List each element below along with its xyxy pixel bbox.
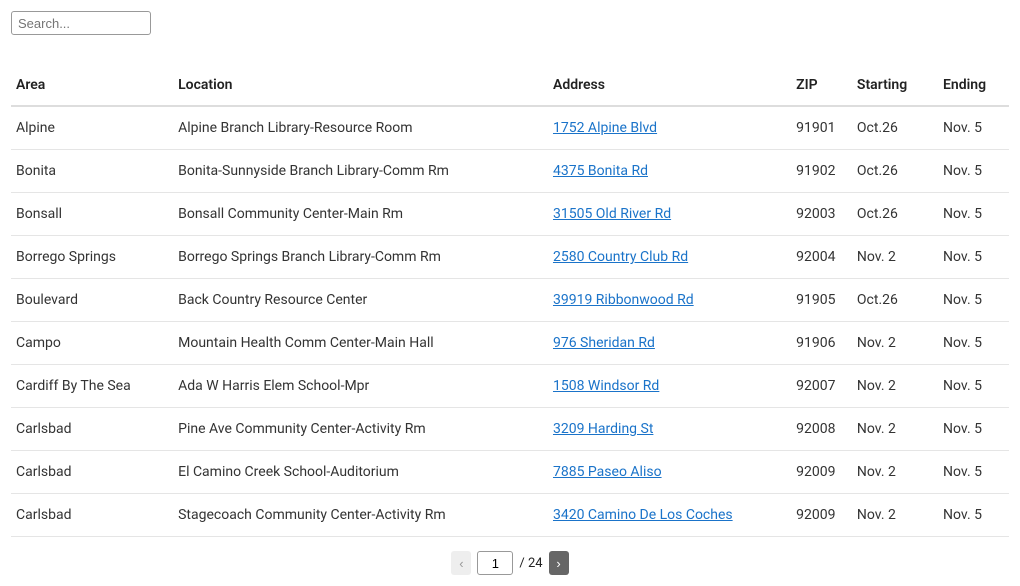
address-link[interactable]: 7885 Paseo Aliso bbox=[553, 464, 662, 480]
cell-address: 3420 Camino De Los Coches bbox=[548, 494, 791, 537]
cell-starting: Oct.26 bbox=[852, 279, 938, 322]
locations-table: Area Location Address ZIP Starting Endin… bbox=[11, 65, 1009, 537]
cell-address: 1752 Alpine Blvd bbox=[548, 106, 791, 150]
cell-zip: 92007 bbox=[791, 365, 852, 408]
cell-address: 2580 Country Club Rd bbox=[548, 236, 791, 279]
table-row: Carlsbad El Camino Creek School-Auditori… bbox=[11, 451, 1009, 494]
pagination: ‹ / 24 › bbox=[11, 551, 1009, 575]
cell-address: 4375 Bonita Rd bbox=[548, 150, 791, 193]
address-link[interactable]: 1752 Alpine Blvd bbox=[553, 120, 657, 136]
cell-zip: 91902 bbox=[791, 150, 852, 193]
cell-ending: Nov. 5 bbox=[938, 279, 1009, 322]
header-zip[interactable]: ZIP bbox=[791, 65, 852, 106]
header-area[interactable]: Area bbox=[11, 65, 173, 106]
address-link[interactable]: 4375 Bonita Rd bbox=[553, 163, 648, 179]
cell-starting: Nov. 2 bbox=[852, 494, 938, 537]
cell-location: Back Country Resource Center bbox=[173, 279, 548, 322]
cell-location: El Camino Creek School-Auditorium bbox=[173, 451, 548, 494]
address-link[interactable]: 3209 Harding St bbox=[553, 421, 653, 437]
header-location[interactable]: Location bbox=[173, 65, 548, 106]
cell-area: Alpine bbox=[11, 106, 173, 150]
cell-location: Stagecoach Community Center-Activity Rm bbox=[173, 494, 548, 537]
cell-zip: 92003 bbox=[791, 193, 852, 236]
table-row: Cardiff By The Sea Ada W Harris Elem Sch… bbox=[11, 365, 1009, 408]
cell-starting: Nov. 2 bbox=[852, 451, 938, 494]
cell-ending: Nov. 5 bbox=[938, 193, 1009, 236]
cell-zip: 92009 bbox=[791, 451, 852, 494]
cell-zip: 92009 bbox=[791, 494, 852, 537]
cell-starting: Oct.26 bbox=[852, 106, 938, 150]
cell-area: Boulevard bbox=[11, 279, 173, 322]
cell-location: Alpine Branch Library-Resource Room bbox=[173, 106, 548, 150]
address-link[interactable]: 976 Sheridan Rd bbox=[553, 335, 655, 351]
cell-address: 39919 Ribbonwood Rd bbox=[548, 279, 791, 322]
cell-area: Cardiff By The Sea bbox=[11, 365, 173, 408]
header-starting[interactable]: Starting bbox=[852, 65, 938, 106]
cell-location: Borrego Springs Branch Library-Comm Rm bbox=[173, 236, 548, 279]
cell-area: Bonita bbox=[11, 150, 173, 193]
cell-area: Bonsall bbox=[11, 193, 173, 236]
cell-location: Ada W Harris Elem School-Mpr bbox=[173, 365, 548, 408]
header-address[interactable]: Address bbox=[548, 65, 791, 106]
address-link[interactable]: 2580 Country Club Rd bbox=[553, 249, 688, 265]
cell-starting: Nov. 2 bbox=[852, 408, 938, 451]
cell-starting: Nov. 2 bbox=[852, 236, 938, 279]
cell-ending: Nov. 5 bbox=[938, 494, 1009, 537]
cell-starting: Nov. 2 bbox=[852, 322, 938, 365]
cell-address: 976 Sheridan Rd bbox=[548, 322, 791, 365]
cell-ending: Nov. 5 bbox=[938, 322, 1009, 365]
page-number-input[interactable] bbox=[477, 551, 513, 575]
cell-address: 7885 Paseo Aliso bbox=[548, 451, 791, 494]
cell-zip: 92008 bbox=[791, 408, 852, 451]
cell-location: Bonsall Community Center-Main Rm bbox=[173, 193, 548, 236]
cell-starting: Oct.26 bbox=[852, 150, 938, 193]
table-row: Boulevard Back Country Resource Center 3… bbox=[11, 279, 1009, 322]
page-total-label: / 24 bbox=[519, 556, 542, 571]
address-link[interactable]: 1508 Windsor Rd bbox=[553, 378, 659, 394]
table-row: Campo Mountain Health Comm Center-Main H… bbox=[11, 322, 1009, 365]
table-row: Bonsall Bonsall Community Center-Main Rm… bbox=[11, 193, 1009, 236]
cell-area: Carlsbad bbox=[11, 451, 173, 494]
cell-area: Campo bbox=[11, 322, 173, 365]
table-container: Area Location Address ZIP Starting Endin… bbox=[11, 65, 1009, 537]
cell-address: 1508 Windsor Rd bbox=[548, 365, 791, 408]
address-link[interactable]: 3420 Camino De Los Coches bbox=[553, 507, 733, 523]
address-link[interactable]: 31505 Old River Rd bbox=[553, 206, 671, 222]
cell-starting: Nov. 2 bbox=[852, 365, 938, 408]
cell-ending: Nov. 5 bbox=[938, 451, 1009, 494]
cell-ending: Nov. 5 bbox=[938, 236, 1009, 279]
cell-ending: Nov. 5 bbox=[938, 106, 1009, 150]
table-row: Carlsbad Pine Ave Community Center-Activ… bbox=[11, 408, 1009, 451]
cell-zip: 91901 bbox=[791, 106, 852, 150]
cell-location: Bonita-Sunnyside Branch Library-Comm Rm bbox=[173, 150, 548, 193]
cell-location: Pine Ave Community Center-Activity Rm bbox=[173, 408, 548, 451]
table-header-row: Area Location Address ZIP Starting Endin… bbox=[11, 65, 1009, 106]
table-body: Alpine Alpine Branch Library-Resource Ro… bbox=[11, 106, 1009, 537]
cell-starting: Oct.26 bbox=[852, 193, 938, 236]
table-row: Carlsbad Stagecoach Community Center-Act… bbox=[11, 494, 1009, 537]
prev-page-button[interactable]: ‹ bbox=[451, 551, 471, 575]
cell-address: 31505 Old River Rd bbox=[548, 193, 791, 236]
cell-area: Carlsbad bbox=[11, 494, 173, 537]
cell-address: 3209 Harding St bbox=[548, 408, 791, 451]
cell-ending: Nov. 5 bbox=[938, 150, 1009, 193]
address-link[interactable]: 39919 Ribbonwood Rd bbox=[553, 292, 694, 308]
next-page-button[interactable]: › bbox=[549, 551, 569, 575]
cell-ending: Nov. 5 bbox=[938, 408, 1009, 451]
table-row: Bonita Bonita-Sunnyside Branch Library-C… bbox=[11, 150, 1009, 193]
cell-zip: 92004 bbox=[791, 236, 852, 279]
table-row: Alpine Alpine Branch Library-Resource Ro… bbox=[11, 106, 1009, 150]
cell-location: Mountain Health Comm Center-Main Hall bbox=[173, 322, 548, 365]
header-ending[interactable]: Ending bbox=[938, 65, 1009, 106]
cell-area: Carlsbad bbox=[11, 408, 173, 451]
cell-area: Borrego Springs bbox=[11, 236, 173, 279]
table-row: Borrego Springs Borrego Springs Branch L… bbox=[11, 236, 1009, 279]
cell-zip: 91906 bbox=[791, 322, 852, 365]
cell-zip: 91905 bbox=[791, 279, 852, 322]
search-input[interactable] bbox=[11, 11, 151, 35]
cell-ending: Nov. 5 bbox=[938, 365, 1009, 408]
